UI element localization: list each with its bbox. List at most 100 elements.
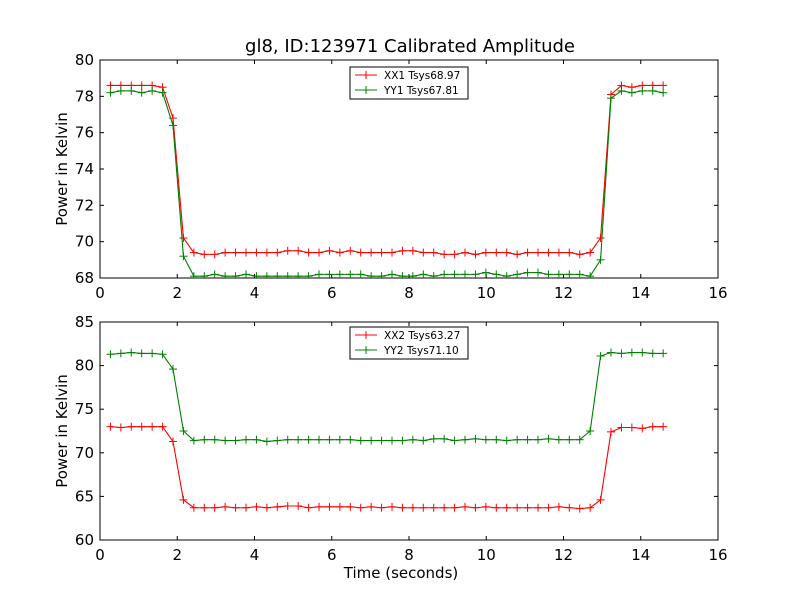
x-tick-label: 2 bbox=[172, 284, 182, 302]
data-point bbox=[325, 246, 334, 255]
data-point bbox=[262, 248, 271, 257]
data-point bbox=[137, 349, 146, 358]
data-point bbox=[304, 503, 313, 512]
figure-title: gl8, ID:123971 Calibrated Amplitude bbox=[245, 36, 575, 57]
y-tick-label: 60 bbox=[75, 531, 94, 549]
x-tick-label: 14 bbox=[631, 546, 650, 564]
data-point bbox=[356, 503, 365, 512]
data-point bbox=[419, 436, 428, 445]
data-point bbox=[648, 86, 657, 95]
data-point bbox=[210, 250, 219, 259]
data-point bbox=[377, 436, 386, 445]
data-point bbox=[450, 270, 459, 278]
data-point bbox=[315, 435, 324, 444]
data-point bbox=[294, 246, 303, 255]
data-point bbox=[440, 250, 449, 259]
data-point bbox=[148, 422, 157, 431]
data-point bbox=[315, 248, 324, 257]
data-point bbox=[304, 435, 313, 444]
data-point bbox=[461, 270, 470, 278]
data-point bbox=[502, 248, 511, 257]
data-point bbox=[335, 270, 344, 278]
data-point bbox=[367, 248, 376, 257]
legend-entry: YY1 Tsys67.81 bbox=[355, 85, 459, 97]
data-point bbox=[534, 503, 543, 512]
y-axis-label: Power in Kelvin bbox=[53, 112, 71, 226]
data-point bbox=[554, 248, 563, 257]
data-point bbox=[242, 248, 251, 257]
data-point bbox=[221, 502, 230, 511]
legend-label: YY2 Tsys71.10 bbox=[383, 345, 459, 357]
data-point bbox=[189, 248, 198, 257]
data-point bbox=[627, 348, 636, 357]
data-point bbox=[440, 270, 449, 278]
data-point bbox=[200, 250, 209, 259]
data-point bbox=[429, 434, 438, 443]
data-point bbox=[242, 503, 251, 512]
x-axis-label: Time (seconds) bbox=[343, 564, 459, 582]
data-point bbox=[137, 81, 146, 90]
data-point bbox=[116, 349, 125, 358]
legend-box bbox=[349, 326, 469, 360]
x-tick-label: 14 bbox=[631, 284, 650, 302]
y-axis-label: Power in Kelvin bbox=[53, 374, 71, 488]
data-point bbox=[534, 435, 543, 444]
data-point bbox=[335, 248, 344, 257]
data-point bbox=[408, 246, 417, 255]
data-point bbox=[377, 248, 386, 257]
data-point bbox=[221, 272, 230, 278]
data-point bbox=[356, 436, 365, 445]
data-point bbox=[461, 435, 470, 444]
data-point bbox=[221, 248, 230, 257]
data-point bbox=[137, 422, 146, 431]
data-point bbox=[627, 88, 636, 97]
data-point bbox=[283, 246, 292, 255]
data-point bbox=[471, 270, 480, 278]
data-point bbox=[346, 435, 355, 444]
data-point bbox=[429, 272, 438, 278]
data-point bbox=[544, 434, 553, 443]
data-point bbox=[586, 272, 595, 278]
x-tick-label: 16 bbox=[708, 546, 727, 564]
data-point bbox=[252, 435, 261, 444]
data-point bbox=[388, 270, 397, 278]
data-point bbox=[335, 502, 344, 511]
data-point bbox=[502, 436, 511, 445]
data-point bbox=[127, 86, 136, 95]
data-point bbox=[179, 495, 188, 504]
data-point bbox=[481, 248, 490, 257]
data-point bbox=[137, 88, 146, 97]
data-point bbox=[461, 502, 470, 511]
data-point bbox=[398, 436, 407, 445]
data-point bbox=[106, 350, 115, 359]
data-point bbox=[346, 502, 355, 511]
data-point bbox=[169, 365, 178, 374]
series-yy2 bbox=[106, 348, 668, 446]
data-point bbox=[648, 349, 657, 358]
data-point bbox=[408, 435, 417, 444]
data-point bbox=[273, 436, 282, 445]
x-tick-label: 10 bbox=[477, 546, 496, 564]
series-xx2 bbox=[106, 422, 668, 513]
data-point bbox=[419, 270, 428, 278]
data-point bbox=[450, 250, 459, 259]
data-point bbox=[231, 436, 240, 445]
data-point bbox=[471, 434, 480, 443]
data-point bbox=[231, 272, 240, 278]
data-point bbox=[565, 435, 574, 444]
data-point bbox=[492, 503, 501, 512]
data-point bbox=[481, 268, 490, 277]
data-point bbox=[221, 436, 230, 445]
y-tick-label: 72 bbox=[75, 196, 94, 214]
data-point bbox=[523, 248, 532, 257]
x-tick-label: 6 bbox=[327, 284, 337, 302]
data-point bbox=[575, 435, 584, 444]
data-point bbox=[158, 422, 167, 431]
data-point bbox=[116, 86, 125, 95]
data-point bbox=[534, 248, 543, 257]
data-point bbox=[200, 503, 209, 512]
data-point bbox=[461, 248, 470, 257]
data-point bbox=[127, 422, 136, 431]
data-point bbox=[252, 502, 261, 511]
